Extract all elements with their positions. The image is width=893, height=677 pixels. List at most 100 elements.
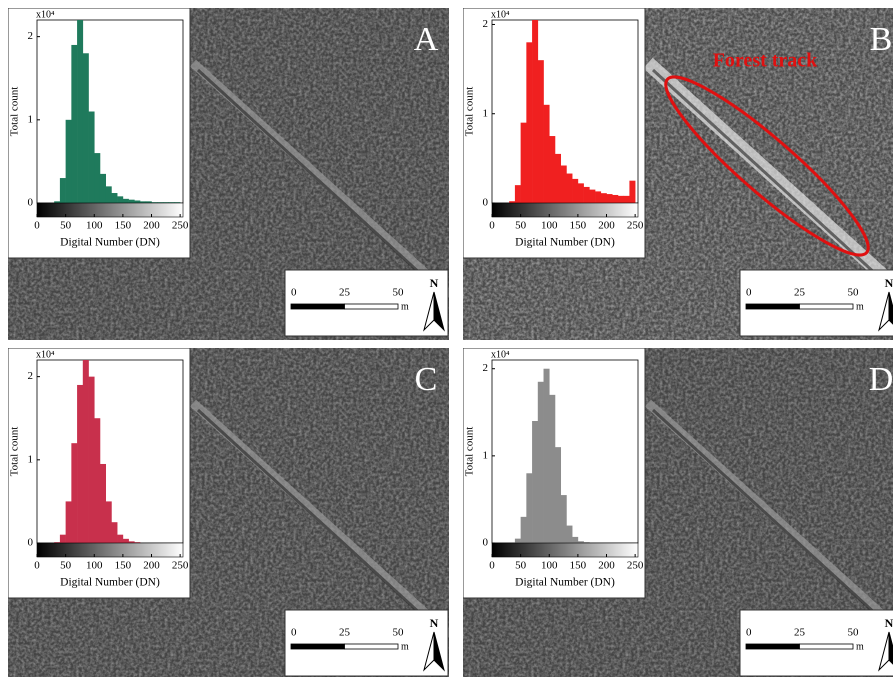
y-multiplier: x10⁴: [36, 349, 55, 360]
bar: [520, 516, 527, 543]
x-axis-label: Digital Number (DN): [60, 237, 160, 249]
scale-box: [284, 269, 449, 337]
x-axis-label: Digital Number (DN): [515, 577, 615, 589]
bar: [99, 173, 107, 203]
bar: [595, 191, 602, 203]
y-tick-label: 2: [483, 362, 489, 374]
bar: [612, 194, 619, 203]
bar: [77, 384, 84, 543]
histogram-inset: 0 1 2 0 50 100 150 200 250 Digital Number (DN) Tot…: [8, 348, 191, 599]
y-tick-label: 0: [28, 197, 34, 209]
bar: [577, 541, 584, 543]
histogram-inset: 0 1 2 0 50 100 150 200 250 Digital Number (DN) Tot…: [463, 8, 646, 259]
y-tick-label: 1: [483, 449, 489, 461]
bar: [514, 185, 521, 203]
y-multiplier: x10⁴: [491, 349, 510, 360]
x-tick-label: 100: [86, 220, 103, 232]
panel-label: A: [414, 21, 439, 58]
x-tick-label: 50: [60, 560, 72, 572]
scale-bar: 0 25 50 m N: [739, 269, 893, 337]
scale-unit: m: [856, 301, 864, 312]
bar: [532, 421, 539, 543]
y-axis-label: Total count: [464, 87, 476, 137]
bar: [117, 534, 124, 543]
bar: [59, 534, 66, 543]
bar: [526, 473, 533, 543]
scale-label: 50: [848, 627, 860, 639]
histogram-inset: 0 1 2 0 50 100 150 200 250 Digital Number (DN) Tot…: [463, 348, 646, 599]
bar: [543, 104, 550, 203]
y-tick-label: 2: [28, 370, 34, 382]
north-label: N: [430, 276, 439, 290]
scale-unit: m: [401, 641, 409, 652]
north-arrow-right: [433, 291, 445, 332]
bar: [583, 542, 590, 543]
bar: [566, 525, 573, 543]
scale-label: 0: [746, 627, 752, 639]
y-axis-label: Total count: [464, 427, 476, 477]
scale-bar: 0 25 50 m N: [739, 609, 893, 677]
bar: [157, 202, 164, 203]
scale-segment: [745, 303, 800, 310]
bar: [111, 522, 118, 543]
bar: [600, 193, 607, 203]
bar: [151, 202, 158, 203]
bar: [77, 20, 84, 203]
scale-segment: [745, 643, 800, 650]
bar: [128, 541, 135, 543]
bar: [572, 178, 579, 203]
bar: [128, 199, 135, 203]
bar: [134, 542, 141, 543]
north-arrow-right: [888, 631, 893, 665]
track: [643, 57, 893, 294]
y-multiplier: x10⁴: [491, 9, 510, 20]
y-tick-label: 0: [28, 537, 34, 549]
track: [644, 399, 893, 631]
x-tick-label: 150: [570, 560, 587, 572]
annotation: Forest track: [713, 50, 818, 72]
bar: [560, 165, 567, 203]
bar: [526, 42, 533, 203]
scale-label: 0: [291, 627, 297, 639]
bar: [566, 173, 573, 203]
y-tick-label: 1: [28, 453, 34, 465]
x-tick-label: 200: [143, 560, 160, 572]
bar: [554, 447, 562, 543]
bar: [606, 194, 613, 203]
scale-bar: 0 25 50 m N: [284, 269, 449, 337]
scale-unit: m: [401, 301, 409, 312]
bar: [537, 381, 544, 543]
bar: [88, 376, 95, 543]
x-tick-label: 250: [627, 560, 644, 572]
bar: [145, 201, 152, 203]
panel-label: D: [869, 361, 893, 398]
bar: [105, 501, 112, 543]
y-tick-label: 1: [28, 113, 34, 125]
bar: [560, 495, 567, 543]
bar: [59, 178, 66, 203]
bar: [82, 360, 89, 543]
scale-label: 50: [393, 287, 405, 299]
histogram-inset: 0 1 2 0 50 100 150 200 250 Digital Number (DN) Tot…: [8, 8, 191, 259]
y-tick-label: 0: [483, 537, 489, 549]
scale-label: 25: [339, 627, 351, 639]
north-label: N: [885, 616, 893, 630]
north-label: N: [885, 276, 893, 290]
scale-label: 25: [339, 287, 351, 299]
dn-gradient: [36, 202, 184, 218]
bar: [88, 111, 95, 203]
x-axis-label: Digital Number (DN): [515, 237, 615, 249]
x-tick-label: 150: [570, 220, 587, 232]
bar: [549, 136, 556, 203]
bar: [94, 153, 101, 203]
scale-label: 25: [794, 627, 806, 639]
track: [189, 399, 449, 641]
x-tick-label: 0: [34, 220, 40, 232]
x-tick-label: 50: [515, 220, 527, 232]
x-axis-label: Digital Number (DN): [60, 577, 160, 589]
bar: [82, 53, 89, 203]
x-tick-label: 200: [143, 220, 160, 232]
